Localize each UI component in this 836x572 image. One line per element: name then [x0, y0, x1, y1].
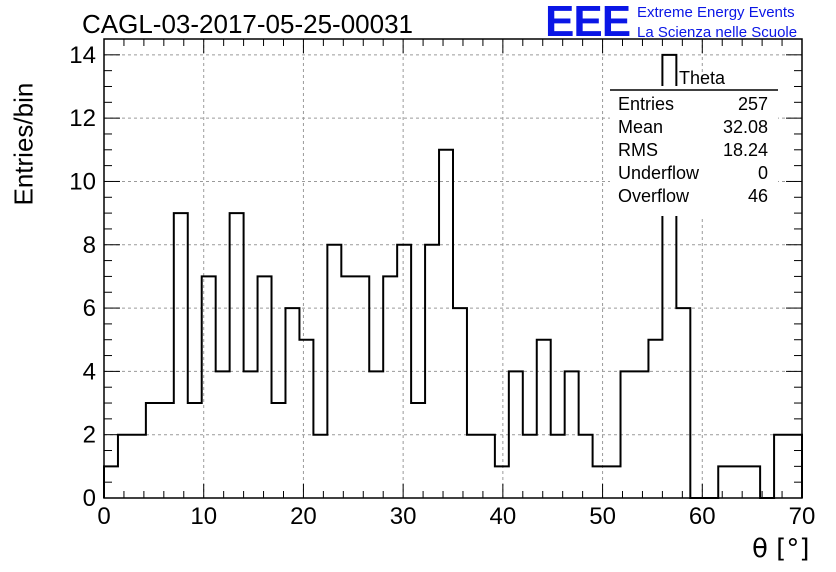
x-tick-label: 30	[390, 503, 417, 530]
histogram-outline	[103, 53, 803, 499]
y-tick-label: 14	[69, 42, 96, 69]
histogram-bin	[299, 340, 313, 498]
chart-title: CAGL-03-2017-05-25-00031	[82, 9, 413, 39]
histogram-bin	[579, 435, 593, 498]
stats-box-name: Theta	[679, 68, 726, 88]
y-tick-label: 8	[83, 232, 96, 259]
histogram-bin	[593, 466, 607, 498]
histogram-bin	[537, 340, 551, 498]
stats-row-value: 32.08	[723, 117, 768, 137]
histogram-bin	[258, 276, 272, 498]
stats-row-label: Underflow	[618, 163, 700, 183]
y-tick-label: 6	[83, 295, 96, 322]
histogram-bin	[732, 466, 746, 498]
histogram-bin	[453, 308, 467, 498]
stats-row-value: 257	[738, 94, 768, 114]
histogram-bin	[676, 308, 690, 498]
stats-row-label: Mean	[618, 117, 663, 137]
histogram-bin	[425, 245, 439, 498]
x-tick-label: 60	[689, 503, 716, 530]
stats-row-value: 18.24	[723, 140, 768, 160]
histogram-bin	[327, 245, 341, 498]
histogram-bin	[369, 371, 383, 498]
histogram-bin	[174, 213, 188, 498]
histogram-bin	[411, 403, 425, 498]
stats-row-label: RMS	[618, 140, 658, 160]
y-tick-label: 10	[69, 168, 96, 195]
y-tick-label: 0	[83, 485, 96, 512]
histogram-bin	[565, 371, 579, 498]
histogram-bin	[634, 371, 648, 498]
histogram-bin	[118, 435, 132, 498]
y-tick-label: 12	[69, 105, 96, 132]
histogram-bin	[244, 371, 258, 498]
histogram-bin	[230, 213, 244, 498]
logo-text-line2: La Scienza nelle Scuole	[637, 24, 798, 41]
histogram-bin	[467, 435, 481, 498]
stats-row-value: 0	[758, 163, 768, 183]
histogram-bin	[481, 435, 495, 498]
stats-box-bg	[610, 86, 778, 216]
histogram-bin	[774, 435, 788, 498]
histogram-bin	[383, 276, 397, 498]
x-tick-label: 40	[490, 503, 517, 530]
histogram-bin	[397, 245, 411, 498]
histogram-bin	[607, 466, 621, 498]
histogram-bin	[313, 435, 327, 498]
histogram-bin	[341, 276, 355, 498]
x-tick-label: 50	[589, 503, 616, 530]
histogram-bin	[746, 466, 760, 498]
stats-row-value: 46	[748, 186, 768, 206]
histogram-bin	[648, 340, 662, 498]
histogram-bin	[718, 466, 732, 498]
x-tick-label: 20	[290, 503, 317, 530]
logo-text-line1: Extreme Energy Events	[637, 4, 795, 21]
histogram-bin	[272, 403, 286, 498]
x-tick-label: 70	[789, 503, 816, 530]
histogram-bin	[160, 403, 174, 498]
stats-row-label: Entries	[618, 94, 674, 114]
histogram-bin	[202, 276, 216, 498]
histogram-bin	[621, 371, 635, 498]
histogram-bin	[355, 276, 369, 498]
x-tick-label: 0	[97, 503, 110, 530]
x-tick-label: 10	[190, 503, 217, 530]
histogram-bin	[509, 371, 523, 498]
histogram-bin	[285, 308, 299, 498]
x-axis-label: θ [°]	[752, 534, 810, 564]
histogram-bin	[439, 150, 453, 498]
histogram-bin	[495, 466, 509, 498]
stats-row-label: Overflow	[618, 186, 690, 206]
histogram-bin	[146, 403, 160, 498]
plot-frame	[103, 38, 803, 499]
y-tick-label: 4	[83, 358, 96, 385]
histogram-bin	[216, 371, 230, 498]
histogram-bin	[551, 435, 565, 498]
histogram-bin	[132, 435, 146, 498]
eee-logo: EEE	[545, 0, 631, 46]
histogram-bin	[523, 435, 537, 498]
y-tick-label: 2	[83, 422, 96, 449]
histogram-bin	[188, 403, 202, 498]
